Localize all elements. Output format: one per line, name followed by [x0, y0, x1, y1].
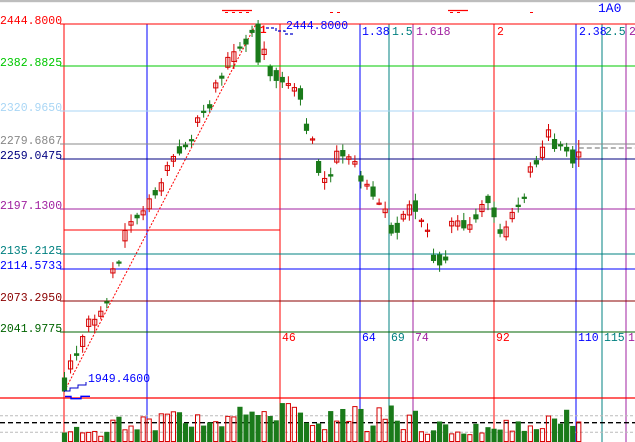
svg-text:1: 1 [260, 25, 267, 37]
